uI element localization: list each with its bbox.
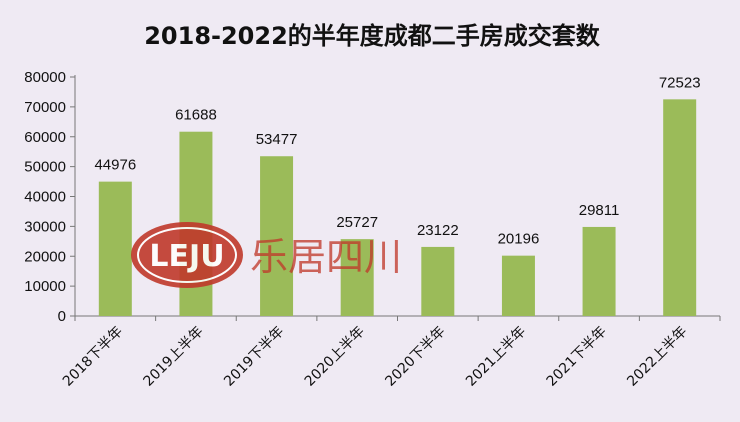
y-tick-label: 70000 [24,99,66,116]
leju-logo-text: LEJU [149,239,224,274]
bar [98,181,132,316]
chart-title: 2018-2022的半年度成都二手房成交套数 [144,22,601,50]
data-label: 53477 [256,131,298,148]
y-tick-label: 10000 [24,278,66,295]
bar [260,156,294,316]
bar [421,246,455,316]
data-label: 44976 [94,157,136,174]
x-tick-label: 2020上半年 [302,324,368,390]
data-label: 72523 [659,74,701,91]
data-label: 61688 [175,107,217,124]
data-label: 29811 [579,202,620,219]
data-label: 25727 [336,214,378,231]
watermark: LEJU 乐居四川 [131,222,402,288]
y-tick-label: 30000 [24,218,66,235]
x-tick-label: 2018下半年 [60,324,126,390]
bar [501,255,535,316]
x-tick-label: 2022上半年 [624,324,690,390]
bar [340,239,374,316]
bar [582,226,616,316]
x-tick-labels: 2018下半年 2019上半年 2019下半年 2020上半年 2020下半年 2021上… [60,324,691,390]
data-label: 23122 [417,222,459,239]
leju-logo-badge [131,222,243,288]
watermark-text: 乐居四川 [250,235,402,279]
y-tick-label: 20000 [24,248,66,265]
x-tick-label: 2019上半年 [141,324,207,390]
y-tick-label: 80000 [24,69,66,86]
y-axis: 0 10000 20000 30000 40000 50000 60000 70000 8000… [24,69,76,325]
x-axis [74,315,721,321]
data-label: 20196 [498,231,540,248]
x-tick-label: 2019下半年 [221,324,287,390]
y-tick-label: 50000 [24,159,66,176]
x-tick-label: 2020下半年 [382,324,448,390]
y-tick-label: 0 [58,308,66,325]
bar [663,99,697,316]
y-tick-label: 60000 [24,129,66,146]
x-tick-label: 2021上半年 [463,324,529,390]
y-tick-label: 40000 [24,189,66,206]
data-labels: 44976 61688 53477 25727 23122 20196 29811 72523 [94,74,700,247]
leju-logo-ring [137,227,237,283]
x-tick-label: 2021下半年 [544,324,610,390]
